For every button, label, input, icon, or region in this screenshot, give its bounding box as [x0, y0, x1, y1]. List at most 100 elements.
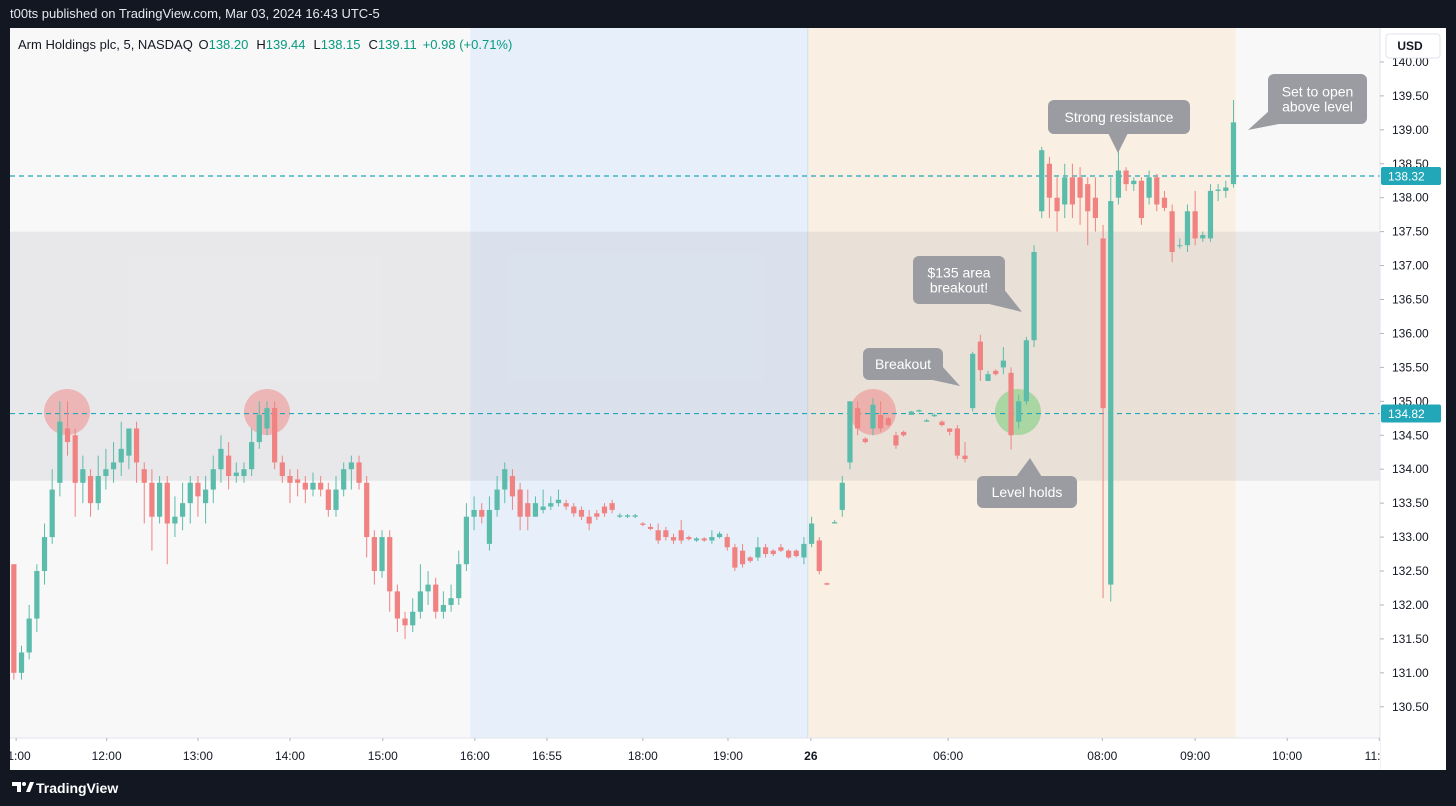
candle-body — [456, 564, 462, 599]
y-tick-label: 131.00 — [1392, 666, 1429, 680]
candle-body — [762, 547, 769, 555]
candle-body — [832, 522, 838, 524]
candle-body — [440, 604, 447, 612]
candle-body — [947, 428, 953, 432]
candle-body — [1115, 170, 1122, 198]
candle-body — [26, 618, 32, 653]
candle-body — [394, 591, 400, 619]
candle-body — [939, 421, 945, 426]
currency-box[interactable] — [1385, 33, 1441, 59]
callout-pointer — [1108, 133, 1128, 153]
price-axis — [1380, 28, 1446, 770]
candle-body — [908, 411, 914, 415]
candle-body — [1046, 163, 1052, 198]
candle-body — [402, 618, 408, 626]
candle-body — [970, 353, 976, 409]
candle-body — [295, 479, 301, 483]
legend-key: H — [256, 37, 266, 52]
candle-body — [816, 540, 822, 572]
callout-box — [977, 476, 1077, 508]
candle-body — [509, 475, 516, 497]
x-tick-label: 13:00 — [183, 749, 213, 763]
candle-body — [172, 516, 178, 524]
candle-body — [609, 503, 615, 510]
candle-body — [218, 448, 224, 470]
candle-body — [785, 550, 792, 558]
candle-body — [770, 550, 776, 555]
price-zone — [10, 231, 1380, 481]
candle-body — [525, 503, 531, 517]
candle-body — [678, 530, 684, 541]
candle-body — [325, 489, 331, 510]
candle-body — [287, 475, 293, 483]
candle-body — [87, 475, 94, 504]
candle-body — [993, 370, 999, 375]
y-tick-label: 139.00 — [1392, 123, 1429, 137]
candle-body — [233, 472, 239, 476]
candle-body — [655, 530, 661, 541]
candle-body — [1123, 170, 1129, 185]
y-tick-label: 133.50 — [1392, 496, 1429, 510]
candle-body — [739, 550, 746, 565]
candle-body — [486, 509, 493, 544]
candle-body — [540, 506, 546, 510]
y-tick-label: 138.00 — [1392, 191, 1429, 205]
x-tick-label: 18:00 — [628, 749, 658, 763]
candle-body — [126, 428, 132, 456]
candle-body — [870, 404, 876, 429]
candle-body — [1085, 184, 1091, 212]
candle-body — [985, 374, 991, 381]
candle-body — [601, 506, 608, 514]
candle-body — [272, 408, 278, 463]
candle-body — [1146, 177, 1152, 198]
candle-body — [578, 509, 585, 517]
candle-body — [1054, 197, 1060, 212]
y-tick-label: 137.00 — [1392, 259, 1429, 273]
legend-key: C — [368, 37, 378, 52]
callout-text: Strong resistance — [1065, 109, 1174, 125]
candle-body — [348, 462, 354, 470]
candle-body — [1177, 245, 1183, 247]
rejection-circle — [44, 389, 90, 435]
publish-info: t00ts published on TradingView.com, Mar … — [10, 6, 380, 21]
callout-box — [913, 256, 1005, 304]
candle-body — [387, 537, 393, 592]
candle-body — [479, 509, 485, 517]
candle-body — [310, 482, 316, 490]
y-tick-label: 130.50 — [1392, 700, 1429, 714]
candle-body — [341, 469, 347, 490]
candle-body — [640, 523, 646, 525]
candle-body — [686, 537, 692, 540]
candle-body — [471, 509, 477, 517]
candle-body — [210, 469, 216, 490]
candle-body — [1016, 401, 1022, 422]
candle-body — [617, 515, 623, 517]
legend-key: L — [313, 37, 321, 52]
legend: Arm Holdings plc, 5, NASDAQ O138.20 H139.… — [18, 37, 518, 52]
x-tick-label: 26 — [804, 749, 818, 763]
x-tick-label: 12:00 — [92, 749, 122, 763]
candle-body — [1215, 189, 1221, 191]
candle-body — [417, 591, 423, 612]
candle-body — [517, 489, 523, 517]
candle-body — [1031, 251, 1037, 341]
level-price-label: 138.32 — [1388, 169, 1425, 183]
candle-body — [41, 537, 48, 572]
legend-value: 138.20 — [208, 37, 249, 52]
candle-body — [847, 401, 853, 463]
x-tick-label: 16:00 — [460, 749, 490, 763]
candle-body — [1207, 190, 1214, 239]
y-tick-label: 134.00 — [1392, 462, 1429, 476]
candle-body — [179, 503, 186, 517]
symbol: Arm Holdings plc, 5, NASDAQ — [18, 37, 193, 52]
candle-body — [448, 598, 454, 605]
y-axis: 130.50 131.00 131.50 132.00 132.50 133.00 133.… — [1380, 55, 1441, 714]
callout-pointer — [928, 366, 960, 386]
candle-body — [433, 584, 439, 612]
candle-body — [156, 482, 163, 517]
candle-body — [463, 516, 470, 565]
session-background — [807, 28, 1236, 738]
candle-body — [1062, 177, 1068, 205]
candle-body — [241, 469, 247, 476]
